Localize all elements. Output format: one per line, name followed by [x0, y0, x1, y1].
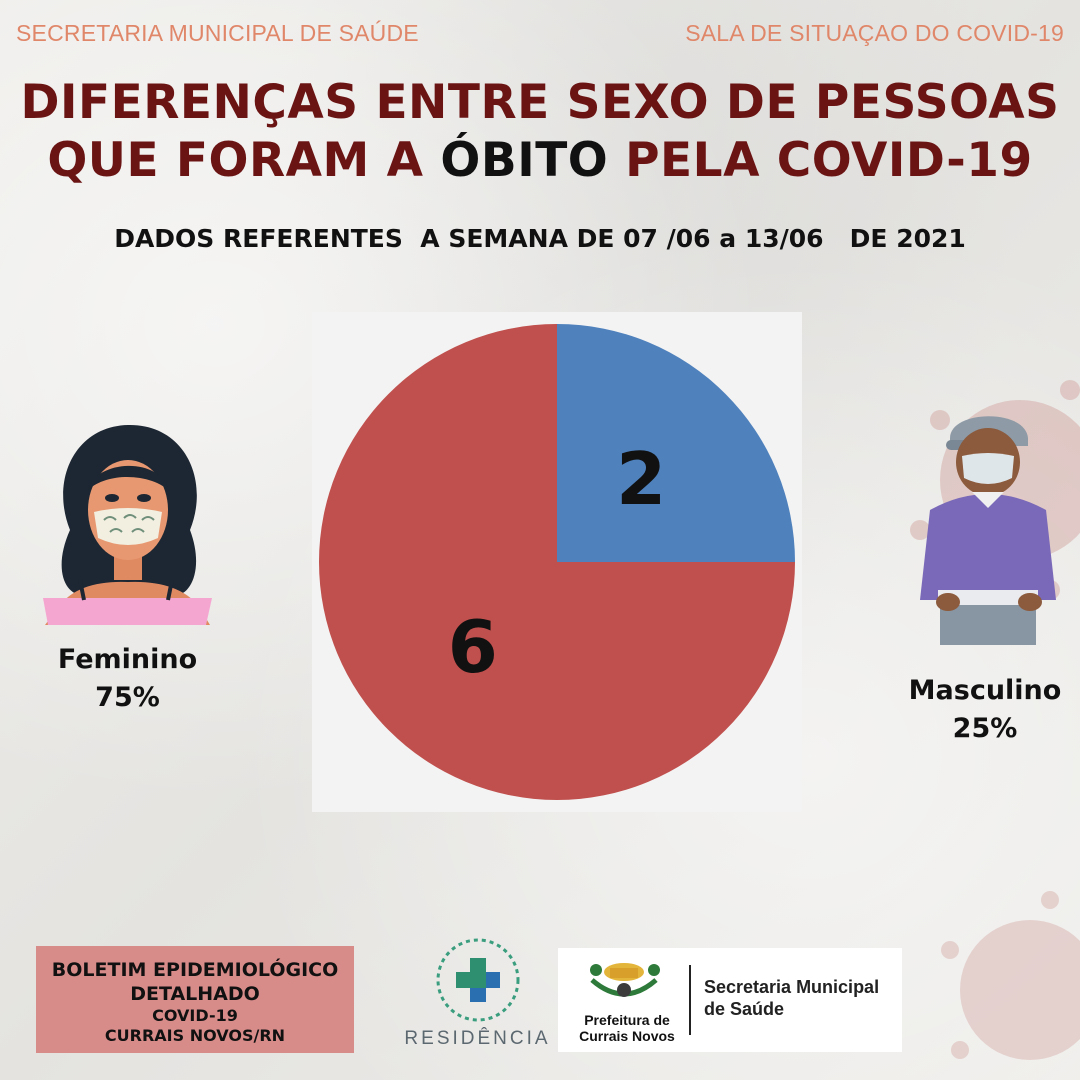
secretaria-name: Secretaria Municipal de Saúde [704, 976, 899, 1020]
pie-data-label-masculino: 2 [616, 437, 666, 521]
title-line-2-pre: QUE FORAM A [47, 133, 441, 188]
pie-chart: 26 [319, 324, 795, 800]
prefeitura-line-1: Prefeitura de [584, 1012, 670, 1028]
male-percent: 25% [952, 713, 1018, 744]
female-percent: 75% [95, 682, 160, 713]
secretaria-line-1: Secretaria Municipal [704, 977, 880, 997]
residencia-logo: RESIDÊNCIA [400, 930, 555, 1055]
secretaria-line-2: de Saúde [704, 999, 785, 1019]
residencia-text: RESIDÊNCIA [404, 1028, 551, 1049]
prefeitura-name: Prefeitura de Currais Novos [566, 1012, 688, 1044]
title-highlight: ÓBITO [440, 133, 609, 188]
prefeitura-line-2: Currais Novos [579, 1028, 675, 1044]
page-title: DIFERENÇAS ENTRE SEXO DE PESSOAS QUE FOR… [0, 74, 1080, 190]
residencia-cross-icon [436, 938, 520, 1022]
boletim-line-2: DETALHADO [130, 983, 260, 1005]
male-label: Masculino [908, 675, 1062, 706]
boletim-line-3: COVID-19 [152, 1006, 238, 1025]
date-range-subtitle: DADOS REFERENTES A SEMANA DE 07 /06 a 13… [114, 224, 966, 253]
boletim-line-4: CURRAIS NOVOS/RN [104, 1026, 286, 1045]
female-caption: Feminino 75% [40, 641, 215, 717]
title-line-2: QUE FORAM A ÓBITO PELA COVID-19 [0, 132, 1080, 190]
female-avatar-icon [43, 425, 212, 625]
pie-slice-feminino [319, 324, 795, 800]
pie-slice-masculino [557, 324, 795, 562]
header-sala-situacao: SALA DE SITUAÇAO DO COVID-19 [685, 20, 1064, 46]
title-line-2-post: PELA COVID-19 [608, 133, 1033, 188]
boletim-badge: BOLETIM EPIDEMIOLÓGICO DETALHADO COVID-1… [36, 946, 354, 1053]
prefeitura-emblem-icon [590, 963, 660, 997]
pie-data-label-feminino: 6 [448, 605, 498, 689]
female-label: Feminino [57, 644, 198, 675]
male-avatar-icon [920, 416, 1056, 645]
title-line-1: DIFERENÇAS ENTRE SEXO DE PESSOAS [20, 75, 1060, 130]
header-secretaria: SECRETARIA MUNICIPAL DE SAÚDE [16, 20, 419, 46]
logo-divider [689, 965, 691, 1035]
male-caption: Masculino 25% [895, 672, 1075, 748]
boletim-line-1: BOLETIM EPIDEMIOLÓGICO [51, 959, 339, 981]
prefeitura-card: Prefeitura de Currais Novos Secretaria M… [558, 948, 902, 1052]
virus-decoration-bottom [941, 891, 1080, 1060]
